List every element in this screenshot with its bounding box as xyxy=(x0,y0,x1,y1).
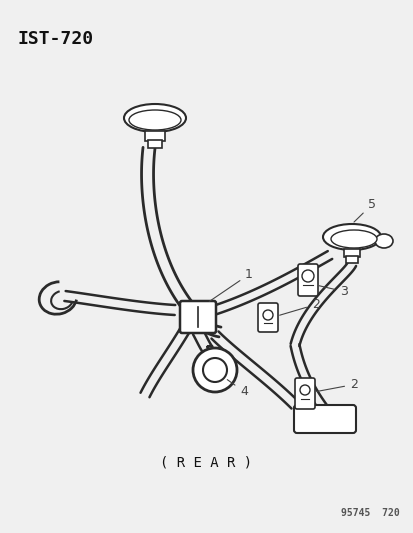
Text: 5: 5 xyxy=(353,198,375,222)
Text: 2: 2 xyxy=(279,298,319,315)
Ellipse shape xyxy=(330,230,376,248)
FancyBboxPatch shape xyxy=(297,264,317,296)
Ellipse shape xyxy=(322,224,380,250)
Text: 2: 2 xyxy=(316,378,357,391)
FancyBboxPatch shape xyxy=(180,301,216,333)
Text: 4: 4 xyxy=(227,379,247,398)
Bar xyxy=(345,256,357,263)
Bar xyxy=(343,249,359,257)
Ellipse shape xyxy=(129,110,180,130)
Circle shape xyxy=(262,310,272,320)
Ellipse shape xyxy=(374,234,392,248)
Text: 95745  720: 95745 720 xyxy=(340,508,399,518)
Bar xyxy=(145,131,165,141)
Bar xyxy=(147,140,161,148)
Circle shape xyxy=(192,348,236,392)
Circle shape xyxy=(301,270,313,282)
Text: ( R E A R ): ( R E A R ) xyxy=(159,455,252,469)
Circle shape xyxy=(299,385,309,395)
FancyBboxPatch shape xyxy=(294,378,314,409)
Text: 1: 1 xyxy=(209,268,252,302)
Text: IST-720: IST-720 xyxy=(18,30,94,48)
FancyBboxPatch shape xyxy=(257,303,277,332)
Text: 3: 3 xyxy=(318,285,347,298)
Ellipse shape xyxy=(124,104,185,132)
FancyBboxPatch shape xyxy=(293,405,355,433)
Circle shape xyxy=(202,358,226,382)
